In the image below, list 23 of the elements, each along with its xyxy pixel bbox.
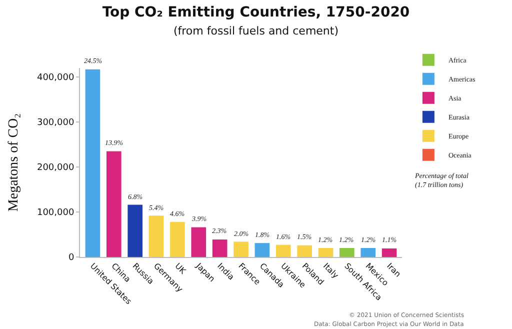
bar (340, 248, 354, 257)
bar (297, 245, 312, 257)
y-tick-label: 300,000 (36, 118, 74, 128)
bar (318, 248, 334, 257)
bar (360, 248, 376, 257)
bar (106, 151, 122, 257)
bar (170, 222, 185, 257)
bar (128, 204, 142, 257)
bar (382, 248, 397, 257)
bar (191, 227, 206, 257)
y-axis-title: Megatons of CO₂ (6, 113, 22, 212)
bar (234, 242, 248, 257)
bar (254, 243, 270, 257)
y-tick-label: 100,000 (36, 208, 74, 218)
y-tick-label: 400,000 (36, 73, 74, 84)
bar (148, 216, 164, 257)
bar (212, 239, 228, 257)
chart-subtitle: (from fossil fuels and cement) (173, 24, 339, 38)
chart-title: Top CO₂ Emitting Countries, 1750-2020 (102, 4, 410, 20)
bar (85, 69, 100, 257)
bar (276, 244, 291, 257)
y-tick-label: 200,000 (36, 163, 74, 174)
y-tick-label: 0 (68, 253, 74, 264)
